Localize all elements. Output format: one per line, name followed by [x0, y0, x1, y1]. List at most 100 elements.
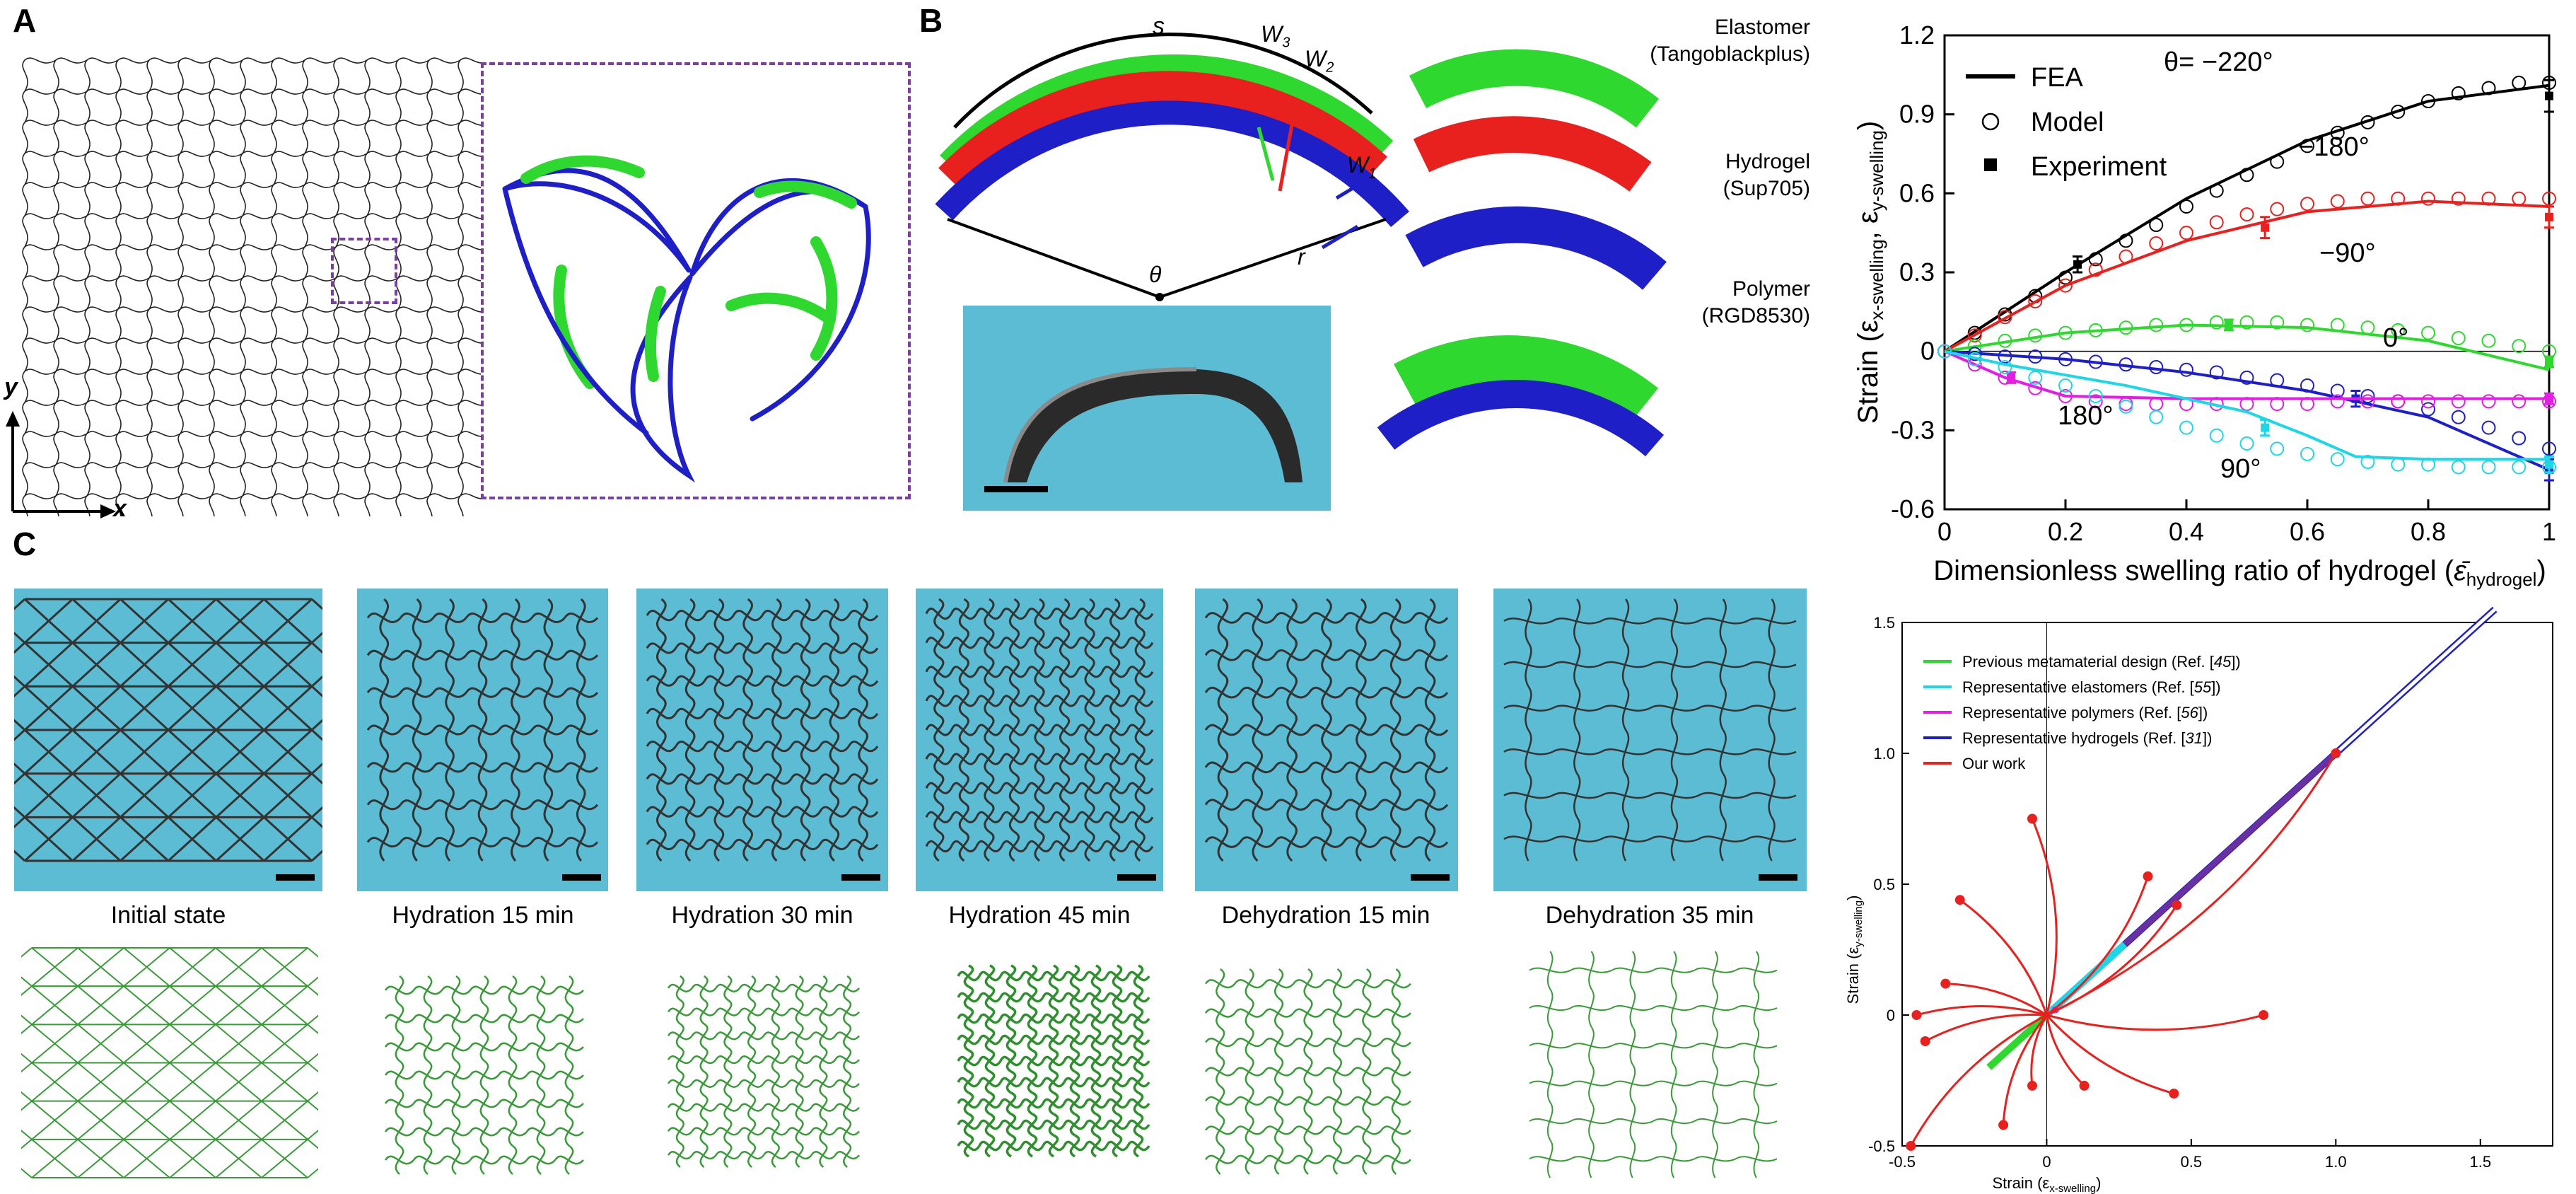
model-point [2391, 191, 2406, 206]
lattice-curl [465, 673, 500, 712]
lattice-curl [1020, 985, 1044, 1009]
lattice-cell [395, 306, 430, 341]
lattice-curl [1001, 656, 1028, 688]
lattice-cell [302, 120, 337, 154]
stage-label-h15: Hydration 15 min [392, 902, 574, 929]
lattice-curl [1204, 673, 1242, 712]
lattice-curl [400, 785, 434, 825]
lattice-cell [22, 431, 57, 465]
lattice-curl [1322, 1144, 1353, 1175]
lattice-curl [1503, 642, 1554, 687]
lattice-cell [240, 88, 274, 123]
model-point [2239, 207, 2254, 222]
series-angle-label: −180° [2298, 132, 2370, 162]
lattice-curl [1601, 729, 1651, 775]
lattice-cell [395, 400, 430, 434]
lattice-curl [497, 975, 528, 1005]
lattice-curl [1234, 1085, 1265, 1117]
x-axis-label: Strain (εx-swelling) [1992, 1174, 2101, 1194]
lattice-curl [675, 729, 706, 764]
lattice-curl [691, 1094, 717, 1120]
lattice-curl [1239, 710, 1276, 750]
lattice-curl [366, 635, 402, 675]
lattice-curl [1293, 1085, 1324, 1117]
lattice-cell [333, 151, 368, 185]
lattice-cell [177, 369, 212, 403]
lattice-cell [333, 400, 368, 434]
lattice-cell [302, 493, 337, 528]
lattice-curl [1649, 729, 1699, 775]
lattice-curl [1529, 988, 1571, 1028]
lattice-curl [1747, 816, 1797, 862]
photo-hydration-15 [357, 589, 608, 891]
lattice-curl [1351, 1085, 1382, 1117]
lattice-curl [790, 663, 821, 698]
simulation-d35 [1529, 951, 1778, 1178]
lattice-curl [1322, 1056, 1353, 1087]
our-work-endpoint [1906, 1141, 1916, 1151]
lattice-curl [834, 1023, 860, 1049]
lattice-curl [975, 714, 1003, 746]
lattice-curl [525, 1003, 556, 1033]
lattice-curl [412, 1144, 443, 1175]
lattice-curl [1735, 1140, 1778, 1178]
lattice-curl [675, 827, 706, 862]
plot-frame [1901, 622, 2553, 1147]
lattice-curl [847, 663, 879, 698]
lattice-curl [999, 1113, 1023, 1137]
lattice-curl [1025, 772, 1054, 804]
lattice-cell [333, 88, 368, 123]
lattice-curl [1204, 1144, 1236, 1175]
lattice-curl [810, 1094, 837, 1120]
lattice-curl [432, 823, 467, 862]
lattice-curl [1105, 1007, 1129, 1031]
lattice-cell [271, 213, 305, 248]
lattice-curl [1411, 710, 1449, 750]
lattice-cell [53, 151, 88, 185]
lattice-cell [177, 400, 212, 434]
photo-initial-state [0, 589, 600, 891]
lattice-curl [1343, 785, 1380, 825]
lattice-cell [240, 120, 274, 154]
lattice-cell [364, 337, 399, 372]
lattice-curl [1204, 1115, 1236, 1146]
lattice-curl [432, 785, 467, 825]
our-work-endpoint [2079, 1080, 2090, 1091]
lattice-curl [819, 663, 850, 698]
lattice-curl [1063, 1091, 1087, 1115]
model-point [2391, 323, 2406, 337]
lattice-cell [84, 431, 119, 465]
lattice-curl [1274, 785, 1310, 825]
lattice-cell [115, 120, 150, 154]
lattice-curl [1001, 685, 1028, 717]
lattice-curl [1025, 801, 1054, 833]
w3-label: W3 [1261, 21, 1290, 51]
lattice-curl [1653, 951, 1695, 990]
lattice-cell [177, 88, 212, 123]
lattice-curl [732, 729, 764, 764]
model-point [2239, 315, 2254, 330]
lattice-curl [1293, 1144, 1324, 1175]
lattice-curl [1529, 1064, 1571, 1103]
lattice-curl [1694, 1140, 1737, 1178]
legend-label: Experiment [2031, 152, 2167, 182]
model-point [2300, 446, 2314, 461]
fea-line [1944, 199, 2550, 353]
theta-label: θ [1149, 262, 1162, 287]
lattice-curl [999, 964, 1023, 988]
lattice-curl [847, 762, 879, 796]
lattice-curl [810, 1023, 837, 1049]
lattice-curl [1274, 635, 1310, 675]
experiment-point [2545, 357, 2553, 366]
lattice-curl [957, 1091, 981, 1115]
lattice-curl [810, 1047, 837, 1072]
lattice-curl [1020, 964, 1044, 988]
lattice-cell [302, 337, 337, 372]
our-work-curve [2046, 1014, 2264, 1031]
lattice-cell [333, 369, 368, 403]
lattice-curl [978, 1028, 1002, 1052]
lattice-curl [530, 823, 566, 862]
lattice-cell [457, 462, 492, 497]
lattice-cell [395, 369, 430, 403]
lattice-cell [209, 88, 243, 123]
